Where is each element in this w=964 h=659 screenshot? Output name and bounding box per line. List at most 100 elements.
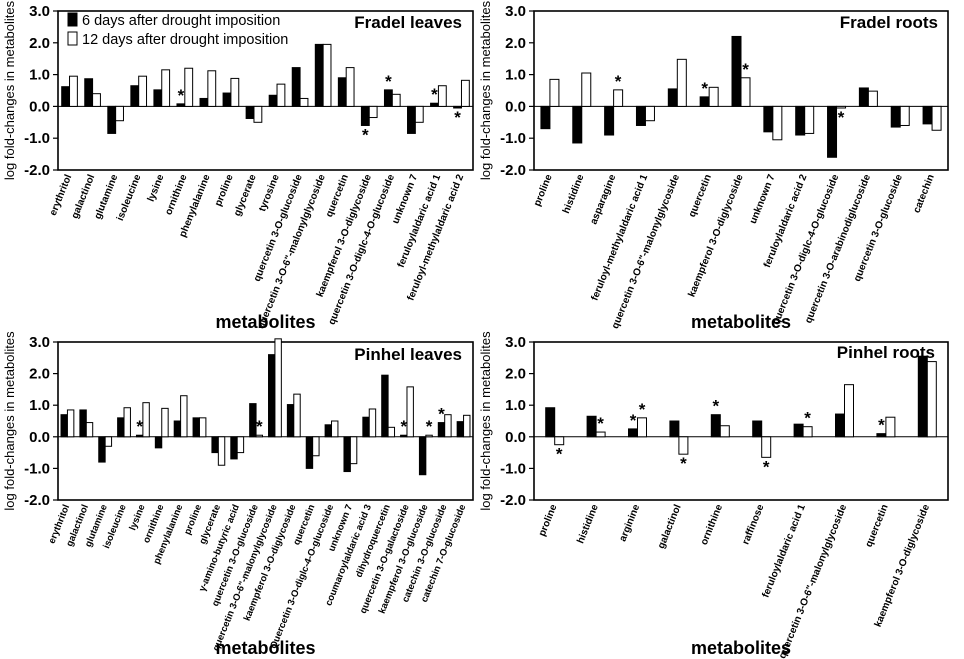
plot-frame [533,341,949,501]
significance-marker: * [630,411,637,430]
category-label: quercetin [864,503,891,549]
bar-day6 [268,94,278,107]
y-axis-label: log fold-changes in metabolites [478,0,493,180]
bar-day6 [407,105,416,134]
bar-day6 [635,105,646,126]
category-label: lysine [127,503,147,532]
category-label: tyrosine [257,173,282,214]
bar-day12 [217,436,226,466]
bar-day12 [414,105,424,123]
bar-day6 [572,105,583,144]
y-tick-label: 0.0 [505,98,526,115]
bar-day6 [98,436,106,463]
chart-panel-3: -2.0-1.00.01.02.03.0erythritolgalactinol… [2,331,474,658]
y-tick-label: -2.0 [24,162,50,179]
x-axis-label: metabolites [691,312,791,332]
bar-day12 [104,436,113,447]
bar-day6 [222,92,232,107]
y-tick-label: -2.0 [24,492,50,509]
bar-day6 [84,78,94,107]
bar-day12 [406,386,414,438]
bar-day12 [92,93,101,107]
bar-day6 [699,96,710,107]
bar-day12 [368,105,378,119]
y-tick-label: 1.0 [505,67,526,84]
category-label: galactinol [656,503,684,551]
bar-day12 [368,408,377,438]
category-label: histidine [575,503,601,546]
bar-day12 [230,77,240,107]
bar-day6 [586,415,597,438]
y-axis-label: log fold-changes in metabolites [478,331,493,511]
bar-day12 [180,395,188,438]
bar-day6 [752,420,763,438]
significance-marker: * [701,79,708,98]
bar-day6 [107,105,117,134]
bar-day12 [115,105,124,122]
bar-day12 [804,105,815,134]
bar-day12 [236,436,245,454]
bar-day6 [858,87,869,107]
bar-day12 [85,422,94,438]
bar-day12 [437,85,447,107]
bar-day6 [130,85,140,107]
category-label: proline [537,503,560,538]
y-tick-label: 2.0 [29,35,50,52]
bar-day12 [740,77,751,107]
bar-day12 [349,436,358,465]
bar-day12 [161,407,169,438]
plot-frame [57,341,474,501]
panel-title: Fradel roots [840,13,938,32]
bar-day12 [836,105,847,109]
plot-frame [533,10,949,171]
panel-title: Fradel leaves [354,13,462,32]
bar-day12 [299,97,309,107]
bar-day6 [540,105,551,130]
bar-day12 [123,407,131,438]
legend: 6 days after drought imposition 12 days a… [67,12,288,48]
bar-day6 [418,436,427,476]
y-tick-label: 2.0 [505,366,526,383]
bar-day6 [731,35,742,107]
significance-marker: * [742,60,749,79]
bar-day6 [117,417,125,438]
bar-day6 [453,105,462,109]
y-tick-label: -2.0 [500,492,526,509]
y-tick-label: 2.0 [505,35,526,52]
category-label: isoleucine [115,173,144,223]
significance-marker: * [385,72,392,91]
bar-day6 [763,105,774,133]
category-label: glycerate [232,173,259,218]
bar-day12 [276,83,286,107]
significance-marker: * [256,417,263,436]
significance-marker: * [878,416,885,435]
bar-day6 [211,436,219,454]
significance-marker: * [136,417,143,436]
bar-day6 [154,436,163,449]
legend-swatch-day12 [67,31,78,46]
bar-day6 [291,67,301,107]
bar-day12 [161,69,171,107]
bar-day6 [153,89,163,107]
bar-day6 [61,86,71,107]
legend-label: 6 days after drought imposition [82,13,280,29]
bar-day12 [595,431,606,438]
category-label: arginine [618,503,643,544]
bar-day12 [66,409,75,438]
y-tick-label: -1.0 [24,460,50,477]
bar-day12 [761,436,772,458]
bar-day6 [324,424,333,438]
bar-day6 [173,420,182,438]
bar-day6 [383,89,393,107]
bar-day6 [268,354,276,438]
y-tick-label: -2.0 [500,162,526,179]
bar-day6 [381,374,389,438]
bar-day6 [192,417,200,438]
chart-panel-1: -2.0-1.00.01.02.03.0erythritolgalactinol… [2,0,474,332]
bar-day6 [835,413,845,438]
bar-day6 [286,404,295,438]
bar-day6 [669,420,680,438]
significance-marker: * [615,72,622,91]
panel-title: Pinhel leaves [354,345,462,364]
